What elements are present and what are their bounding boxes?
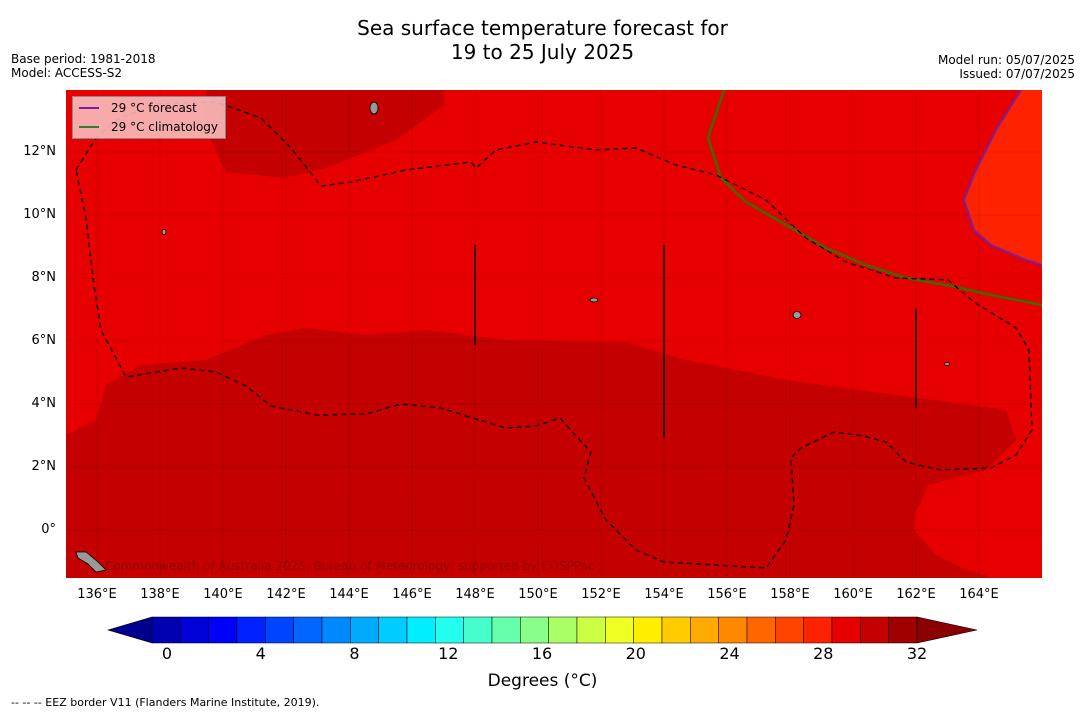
- lat-label: 0°: [41, 522, 56, 537]
- colorbar-tick-label: 12: [438, 644, 459, 663]
- lon-label: 164°E: [959, 587, 999, 602]
- credit-text: Commonwealth of Australia 2025, Bureau o…: [105, 559, 595, 573]
- colorbar-segment: [605, 616, 634, 644]
- colorbar-segment: [236, 616, 266, 644]
- colorbar: [106, 616, 978, 644]
- colorbar-extend-max: [916, 616, 978, 644]
- forecast-29c-contour: [962, 90, 1042, 266]
- lon-label: 160°E: [833, 587, 873, 602]
- lat-label: 2°N: [31, 459, 57, 474]
- lon-label: 158°E: [770, 587, 810, 602]
- colorbar-segment: [746, 616, 776, 644]
- artifact-lines: [474, 245, 917, 438]
- colorbar-segment: [633, 616, 663, 644]
- colorbar-segment: [180, 616, 209, 644]
- lat-label: 8°N: [31, 270, 57, 285]
- colorbar-segment: [718, 616, 748, 644]
- lon-label: 146°E: [392, 587, 432, 602]
- colorbar-segment: [520, 616, 549, 644]
- legend-label-climatology: 29 °C climatology: [111, 120, 219, 134]
- legend-swatch-forecast: [79, 107, 99, 109]
- sst-region-30-31-south: [66, 328, 1016, 578]
- legend-label-forecast: 29 °C forecast: [111, 101, 197, 115]
- lat-label: 10°N: [23, 207, 56, 222]
- lon-label: 140°E: [203, 587, 243, 602]
- colorbar-segment: [350, 616, 379, 644]
- lon-label: 154°E: [644, 587, 684, 602]
- colorbar-tick-label: 28: [813, 644, 834, 663]
- lon-label: 138°E: [140, 587, 180, 602]
- legend-swatch-climatology: [79, 126, 99, 128]
- lat-label: 12°N: [23, 144, 56, 159]
- gridlines: [66, 90, 1042, 578]
- colorbar-label: Degrees (°C): [487, 671, 598, 691]
- legend-item-climatology: 29 °C climatology: [79, 119, 218, 135]
- lon-label: 144°E: [329, 587, 369, 602]
- chart-title-line1: Sea surface temperature forecast for: [357, 16, 728, 40]
- colorbar-segment: [888, 616, 918, 644]
- eez-borders: [75, 101, 1033, 569]
- lon-label: 152°E: [581, 587, 621, 602]
- colorbar-segment: [775, 616, 804, 644]
- sst-map-canvas: [66, 90, 1042, 578]
- lat-label: 6°N: [31, 333, 57, 348]
- chart-title-line2: 19 to 25 July 2025: [450, 40, 635, 64]
- colorbar-tick-label: 20: [625, 644, 646, 663]
- lon-label: 136°E: [77, 587, 117, 602]
- lat-label: 4°N: [31, 396, 57, 411]
- model-name: Model: ACCESS-S2: [11, 66, 123, 80]
- climatology-29c-contour: [706, 90, 1042, 307]
- colorbar-segment: [208, 616, 238, 644]
- lon-label: 162°E: [896, 587, 936, 602]
- colorbar-segment: [491, 616, 521, 644]
- issued-date: Issued: 07/07/2025: [959, 67, 1075, 81]
- lon-label: 148°E: [455, 587, 495, 602]
- sst-region-30-31-north: [206, 90, 444, 178]
- colorbar-segment: [860, 616, 889, 644]
- colorbar-segment: [378, 616, 408, 644]
- colorbar-tick-label: 24: [719, 644, 740, 663]
- colorbar-segment: [435, 616, 464, 644]
- islands: [75, 101, 950, 573]
- colorbar-tick-label: 16: [531, 644, 553, 663]
- colorbar-segment: [831, 616, 861, 644]
- colorbar-segment: [661, 616, 691, 644]
- colorbar-extend-min: [106, 616, 153, 644]
- colorbar-tick-label: 32: [906, 644, 928, 663]
- model-run: Model run: 05/07/2025: [937, 53, 1075, 67]
- lon-label: 142°E: [266, 587, 306, 602]
- colorbar-segment: [151, 616, 181, 644]
- sst-region-29-30-east: [914, 465, 1042, 578]
- lon-label: 156°E: [707, 587, 747, 602]
- colorbar-segment: [265, 616, 294, 644]
- colorbar-segment: [293, 616, 323, 644]
- colorbar-tick-label: 0: [161, 644, 173, 663]
- sst-map: 29 °C forecast 29 °C climatology: [66, 90, 1042, 578]
- lon-label: 150°E: [518, 587, 558, 602]
- colorbar-tick-label: 4: [255, 644, 266, 663]
- colorbar-segment: [576, 616, 606, 644]
- colorbar-segment: [548, 616, 578, 644]
- colorbar-segment: [463, 616, 493, 644]
- colorbar-segment: [803, 616, 833, 644]
- colorbar-tick-label: 8: [349, 644, 360, 663]
- colorbar-segment: [321, 616, 351, 644]
- map-legend: 29 °C forecast 29 °C climatology: [72, 96, 226, 139]
- colorbar-segment: [406, 616, 436, 644]
- base-period: Base period: 1981-2018: [11, 52, 156, 66]
- eez-footnote: -- -- -- EEZ border V11 (Flanders Marine…: [11, 696, 320, 709]
- colorbar-segment: [690, 616, 719, 644]
- legend-item-forecast: 29 °C forecast: [79, 100, 197, 116]
- sst-region-28-29-northeast: [964, 90, 1042, 265]
